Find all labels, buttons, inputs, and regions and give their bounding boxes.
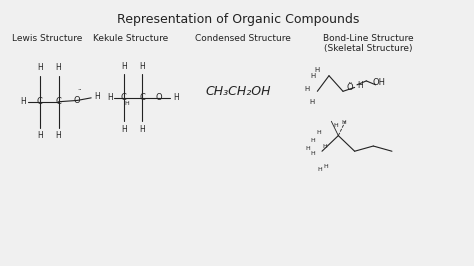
Text: H: H bbox=[334, 123, 338, 128]
Text: Condensed Structure: Condensed Structure bbox=[195, 34, 291, 43]
Text: C: C bbox=[55, 97, 62, 106]
Text: Ö: Ö bbox=[346, 84, 353, 93]
Text: H: H bbox=[124, 101, 129, 106]
Text: H: H bbox=[94, 92, 100, 101]
Text: H: H bbox=[21, 97, 27, 106]
Text: H: H bbox=[323, 164, 328, 169]
Text: H: H bbox=[309, 99, 314, 105]
Text: H: H bbox=[121, 62, 127, 71]
Text: H: H bbox=[310, 73, 315, 79]
Text: H: H bbox=[121, 124, 127, 134]
Text: H: H bbox=[173, 93, 179, 102]
Text: H: H bbox=[342, 120, 346, 125]
Text: Representation of Organic Compounds: Representation of Organic Compounds bbox=[117, 13, 359, 26]
Text: H: H bbox=[306, 146, 310, 151]
Text: CH₃CH₂OH: CH₃CH₂OH bbox=[205, 85, 271, 98]
Text: H: H bbox=[322, 144, 327, 148]
Text: OH: OH bbox=[373, 78, 386, 87]
Text: Kekule Structure: Kekule Structure bbox=[93, 34, 168, 43]
Text: O: O bbox=[155, 93, 162, 102]
Text: H: H bbox=[55, 63, 62, 72]
Text: H: H bbox=[304, 86, 310, 92]
Text: H: H bbox=[55, 131, 62, 140]
Text: Bond-Line Structure
(Skeletal Structure): Bond-Line Structure (Skeletal Structure) bbox=[323, 34, 414, 53]
Text: H: H bbox=[37, 131, 43, 140]
Text: H: H bbox=[315, 68, 320, 73]
Text: ··: ·· bbox=[77, 87, 82, 93]
Text: H: H bbox=[357, 81, 363, 90]
Text: H: H bbox=[107, 93, 113, 102]
Text: H: H bbox=[310, 138, 315, 143]
Text: C: C bbox=[37, 97, 43, 106]
Text: H: H bbox=[310, 151, 315, 156]
Text: H: H bbox=[139, 124, 146, 134]
Text: C: C bbox=[121, 93, 127, 102]
Text: Lewis Structure: Lewis Structure bbox=[12, 34, 82, 43]
Text: H: H bbox=[37, 63, 43, 72]
Text: O: O bbox=[74, 96, 81, 105]
Text: H: H bbox=[316, 131, 320, 135]
Text: C: C bbox=[139, 93, 146, 102]
Text: H: H bbox=[139, 62, 146, 71]
Text: H: H bbox=[317, 167, 322, 172]
